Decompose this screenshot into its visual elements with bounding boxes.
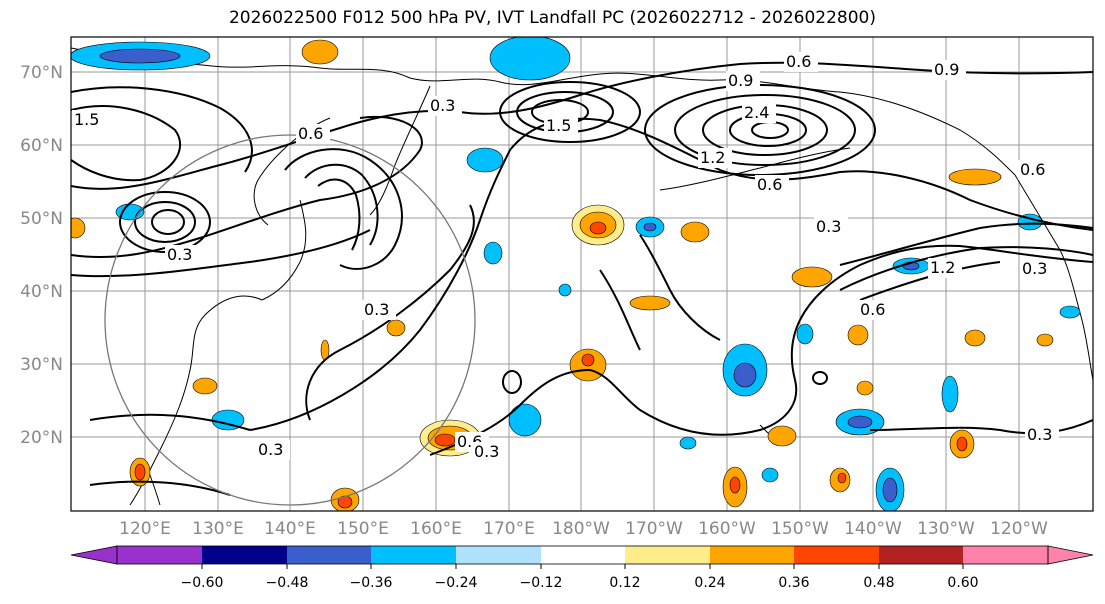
coastline-japan (261, 199, 307, 301)
colorbar-bin (117, 546, 202, 564)
contour-label: 0.6 (860, 300, 885, 319)
colorbar-tick: −0.60 (181, 575, 224, 591)
lon-label: 130°E (192, 519, 244, 539)
colorbar-bin (794, 546, 879, 564)
contour-label: 1.2 (930, 258, 955, 277)
lat-label: 20°N (20, 428, 63, 448)
ivt-shading (71, 37, 1081, 511)
lon-label: 140°E (264, 519, 316, 539)
neg-anomaly-top-mid (489, 37, 571, 81)
contour-label: 0.6 (757, 175, 782, 194)
lat-label: 40°N (20, 282, 63, 302)
contour-label: 0.3 (816, 217, 841, 236)
lon-label: 160°E (410, 519, 462, 539)
lon-label: 120°E (119, 519, 171, 539)
colorbar: −0.60 −0.48 −0.36 −0.24 −0.12 0.12 0.24 … (70, 545, 1094, 591)
contour-label: 0.9 (728, 71, 753, 90)
colorbar-tick: −0.48 (266, 575, 309, 591)
lon-label: 120°W (990, 519, 1048, 539)
lon-label: 170°W (625, 519, 683, 539)
map-title: 2026022500 F012 500 hPa PV, IVT Landfall… (228, 8, 876, 28)
contour-labels: 0.3 0.6 0.9 0.6 0.9 0.6 0.3 1.5 1.5 0.3 … (72, 52, 1059, 462)
colorbar-tick: 0.12 (609, 575, 640, 591)
colorbar-tick: 0.24 (694, 575, 725, 591)
contour-label: 0.3 (258, 440, 283, 459)
colorbar-bin (710, 546, 794, 564)
contour-label: 0.3 (430, 96, 455, 115)
contour-label: 0.3 (474, 442, 499, 461)
colorbar-bin (371, 546, 456, 564)
colorbar-tick: −0.36 (350, 575, 393, 591)
contour-label: 0.3 (1022, 259, 1047, 278)
colorbar-extend-right (1047, 545, 1094, 565)
lon-labels: 120°E 130°E 140°E 150°E 160°E 170°E 180°… (119, 519, 1048, 539)
colorbar-tick: −0.12 (520, 575, 563, 591)
colorbar-tick: 0.48 (863, 575, 894, 591)
colorbar-tick: 0.60 (947, 575, 978, 591)
coastline-korea-china (129, 295, 263, 506)
colorbar-bin (456, 546, 541, 564)
lat-labels: 70°N 60°N 50°N 40°N 30°N 20°N (20, 63, 63, 448)
coastline-bc (1014, 174, 1093, 381)
pv-contours (71, 61, 1093, 496)
map-area (71, 37, 1093, 511)
colorbar-bin (287, 546, 371, 564)
lat-label: 30°N (20, 355, 63, 375)
colorbar-tick: 0.36 (778, 575, 809, 591)
contour-label: 0.6 (786, 52, 811, 71)
lon-label: 150°E (337, 519, 389, 539)
colorbar-bin (963, 546, 1048, 564)
lon-label: 140°W (844, 519, 902, 539)
contour-label: 0.6 (298, 124, 323, 143)
colorbar-bin (879, 546, 963, 564)
great-circle (104, 134, 476, 506)
colorbar-tick: −0.24 (435, 575, 478, 591)
contour-label: 0.3 (1027, 425, 1052, 444)
coastline-kamchatka (369, 85, 431, 216)
contour-label: 0.3 (167, 245, 192, 264)
pv-low-bering (499, 81, 641, 143)
coastline-alaska (599, 72, 1016, 176)
colorbar-extend-left (70, 545, 118, 565)
lon-label: 160°W (698, 519, 756, 539)
colorbar-bin (541, 546, 625, 564)
lon-label: 170°E (483, 519, 535, 539)
lon-label: 150°W (771, 519, 829, 539)
map-frame (70, 36, 1094, 512)
lon-label: 130°W (917, 519, 975, 539)
lat-label: 50°N (20, 209, 63, 229)
colorbar-bin (625, 546, 710, 564)
contour-label: 0.3 (364, 300, 389, 319)
colorbar-bin (202, 546, 287, 564)
contour-label: 0.9 (934, 60, 959, 79)
contour-label: 1.5 (74, 110, 99, 129)
lat-label: 60°N (20, 136, 63, 156)
contour-label: 2.4 (744, 103, 769, 122)
lat-label: 70°N (20, 63, 63, 83)
coastline-aleutians (659, 147, 851, 191)
contour-label: 1.5 (546, 116, 571, 135)
contour-label: 0.6 (1020, 160, 1045, 179)
lon-label: 180°W (552, 519, 610, 539)
pos-anomaly-top (301, 39, 339, 65)
contour-label: 1.2 (700, 148, 725, 167)
